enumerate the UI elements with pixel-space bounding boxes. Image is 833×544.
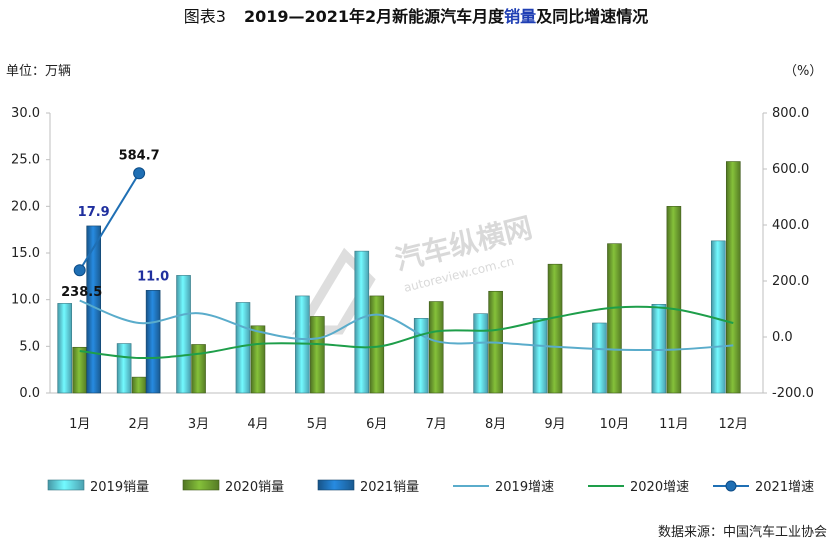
legend-swatch <box>317 479 355 491</box>
y-left-tick-label: 25.0 <box>11 153 40 168</box>
data-label: 238.5 <box>61 285 102 300</box>
bar-2020销量 <box>369 295 385 394</box>
legend-label: 2021增速 <box>755 480 814 495</box>
x-tick-label: 4月 <box>247 417 268 432</box>
y-right-tick-label: 0.0 <box>772 330 793 345</box>
y-right-tick-label: 200.0 <box>772 274 809 289</box>
bar-2019销量 <box>116 343 132 394</box>
bar-2020销量 <box>428 301 444 394</box>
bar-2020销量 <box>725 161 741 394</box>
x-tick-label: 3月 <box>188 417 209 432</box>
line-2021增速 <box>78 172 140 271</box>
title-highlight: 销量 <box>504 7 536 26</box>
x-tick-label: 12月 <box>719 417 749 432</box>
y-right-tick-label: -200.0 <box>772 386 814 401</box>
legend-label: 2019销量 <box>90 480 149 495</box>
bar-2020销量 <box>72 346 88 394</box>
bar-2019销量 <box>473 313 488 394</box>
legend-label: 2021销量 <box>360 480 419 495</box>
y-left-tick-label: 30.0 <box>11 106 40 121</box>
bar-2019销量 <box>592 322 607 394</box>
y-left-tick-label: 20.0 <box>11 199 40 214</box>
chart-title: 图表3 2019—2021年2月新能源汽车月度销量及同比增速情况 <box>184 7 648 26</box>
point-2021增速 <box>73 264 86 277</box>
bar-2020销量 <box>666 206 682 394</box>
data-label: 11.0 <box>137 269 169 284</box>
legend-label: 2020销量 <box>225 480 284 495</box>
y-left-tick-label: 10.0 <box>11 293 40 308</box>
x-tick-label: 8月 <box>485 417 506 432</box>
x-tick-label: 6月 <box>366 417 387 432</box>
bar-2020销量 <box>310 316 325 394</box>
legend-swatch <box>182 479 220 491</box>
y-left-tick-label: 5.0 <box>19 339 40 354</box>
bar-2020销量 <box>250 325 266 394</box>
x-tick-label: 11月 <box>659 417 689 432</box>
bar-2021销量 <box>145 290 161 394</box>
right-unit: （%） <box>784 64 822 79</box>
x-tick-label: 9月 <box>544 417 565 432</box>
left-unit: 单位：万辆 <box>6 64 71 79</box>
data-label: 17.9 <box>78 205 110 220</box>
bar-2019销量 <box>532 318 548 394</box>
bar-2019销量 <box>354 250 370 394</box>
bar-2019销量 <box>651 304 667 394</box>
bars <box>57 161 741 394</box>
data-labels: 17.9 11.0 238.5 584.7 <box>61 148 169 300</box>
bar-2020销量 <box>547 263 563 394</box>
line-2020增速 <box>79 305 734 360</box>
y-left-tick-label: 0.0 <box>19 386 40 401</box>
bar-2020销量 <box>191 344 206 394</box>
y-right-tick-label: 800.0 <box>772 106 809 121</box>
legend-marker <box>725 480 737 492</box>
title-main: 2019—2021年2月新能源汽车月度 <box>244 7 505 26</box>
source-note: 数据来源：中国汽车工业协会 <box>658 524 827 540</box>
data-label: 584.7 <box>119 148 160 163</box>
legend: 2019销量 2020销量 2021销量 2019增速 2020增速 2021增速 <box>47 479 814 495</box>
lines <box>73 167 734 360</box>
y-axis-left-ticks: 0.0 5.0 10.0 15.0 20.0 25.0 30.0 <box>11 106 50 401</box>
y-axis-right-ticks: -200.0 0.0 200.0 400.0 600.0 800.0 <box>763 106 814 401</box>
bar-2019销量 <box>176 275 191 394</box>
y-right-tick-label: 400.0 <box>772 218 809 233</box>
legend-swatch <box>47 479 85 491</box>
bar-2020销量 <box>131 376 147 394</box>
x-tick-label: 2月 <box>128 417 149 432</box>
x-axis-ticks: 1月 2月 3月 4月 5月 6月 7月 8月 9月 10月 11月 12月 <box>69 417 748 432</box>
bar-2020销量 <box>607 243 622 394</box>
y-left-tick-label: 15.0 <box>11 246 40 261</box>
x-tick-label: 10月 <box>600 417 630 432</box>
x-tick-label: 5月 <box>307 417 328 432</box>
bar-2019销量 <box>57 303 73 394</box>
x-tick-label: 7月 <box>426 417 447 432</box>
legend-label: 2020增速 <box>630 480 689 495</box>
watermark-logo-icon <box>292 247 376 335</box>
y-right-tick-label: 600.0 <box>772 162 809 177</box>
point-2021增速 <box>133 167 146 180</box>
bar-2019销量 <box>413 318 429 394</box>
line-2019增速 <box>79 299 734 352</box>
title-suffix: 及同比增速情况 <box>536 7 648 26</box>
x-tick-label: 1月 <box>69 417 90 432</box>
legend-label: 2019增速 <box>495 480 554 495</box>
title-prefix: 图表3 <box>184 7 226 26</box>
